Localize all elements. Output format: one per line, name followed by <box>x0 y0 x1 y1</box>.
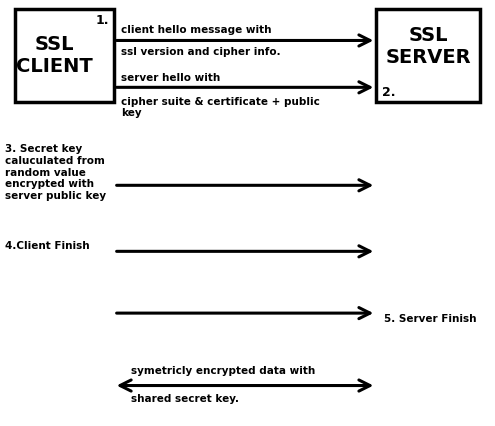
Text: cipher suite & certificate + public
key: cipher suite & certificate + public key <box>121 97 320 118</box>
Text: 5. Server Finish: 5. Server Finish <box>384 314 476 325</box>
Text: shared secret key.: shared secret key. <box>131 394 239 404</box>
Text: 2.: 2. <box>382 86 396 99</box>
Text: symetricly encrypted data with: symetricly encrypted data with <box>131 366 315 376</box>
Bar <box>15 9 114 102</box>
Text: server hello with: server hello with <box>121 73 221 83</box>
Text: 3. Secret key
caluculated from
random value
encrypted with
server public key: 3. Secret key caluculated from random va… <box>5 144 106 201</box>
Text: 4.Client Finish: 4.Client Finish <box>5 241 90 251</box>
Text: ssl version and cipher info.: ssl version and cipher info. <box>121 47 281 57</box>
Text: SSL
CLIENT: SSL CLIENT <box>16 35 93 76</box>
Text: 1.: 1. <box>95 14 109 27</box>
Text: SSL
SERVER: SSL SERVER <box>386 26 471 66</box>
Bar <box>376 9 480 102</box>
Text: client hello message with: client hello message with <box>121 25 272 35</box>
